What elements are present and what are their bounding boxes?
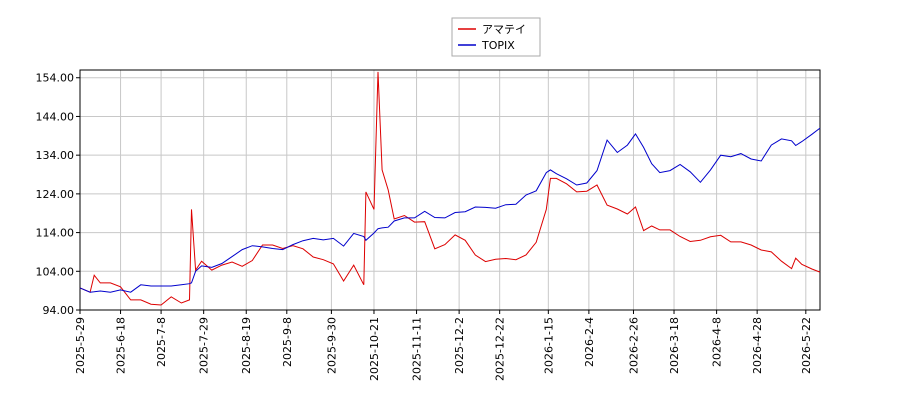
y-tick-label: 104.00 (36, 265, 75, 278)
x-tick-label: 2025-10-21 (368, 317, 381, 381)
y-tick-label: 94.00 (43, 304, 75, 317)
series-line (79, 127, 821, 293)
x-tick-label: 2025-6-18 (115, 317, 128, 374)
x-tick-label: 2026-5-22 (800, 317, 813, 374)
x-tick-label: 2025-12-2 (453, 317, 466, 374)
y-tick-label: 134.00 (36, 149, 75, 162)
x-tick-label: 2025-5-29 (74, 317, 87, 374)
y-tick-label: 154.00 (36, 72, 75, 85)
x-tick-label: 2025-11-11 (411, 317, 424, 381)
legend-label: アマテイ (482, 23, 526, 36)
legend-box (451, 17, 541, 57)
legend: アマテイ TOPIX (451, 17, 541, 57)
x-tick-label: 2026-4-28 (751, 317, 764, 374)
x-tick-label: 2026-3-18 (668, 317, 681, 374)
x-tick-label: 2025-12-22 (494, 317, 507, 381)
x-tick-label: 2025-9-8 (281, 317, 294, 367)
plot-frame (79, 69, 821, 311)
x-tick-label: 2026-4-8 (711, 317, 724, 367)
y-tick-label: 124.00 (36, 188, 75, 201)
series-line (79, 71, 821, 306)
x-tick-label: 2025-7-29 (198, 317, 211, 374)
x-tick-label: 2026-1-15 (542, 317, 555, 374)
y-tick-label: 144.00 (36, 110, 75, 123)
legend-label: TOPIX (481, 39, 515, 52)
y-tick-label: 114.00 (36, 227, 75, 240)
x-tick-label: 2026-2-4 (583, 317, 596, 367)
x-tick-label: 2026-2-26 (627, 317, 640, 374)
x-tick-label: 2025-7-8 (155, 317, 168, 367)
x-tick-label: 2025-8-19 (240, 317, 253, 374)
x-tick-label: 2025-9-30 (325, 317, 338, 374)
